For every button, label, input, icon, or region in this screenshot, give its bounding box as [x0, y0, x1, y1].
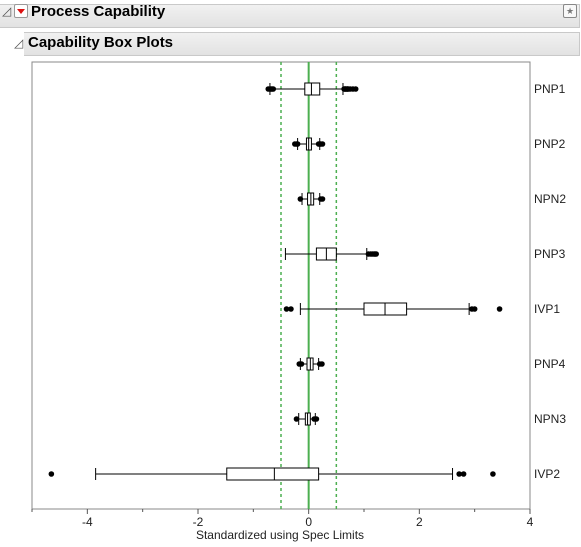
x-tick-label: -4: [82, 515, 93, 529]
capability-box-plots-header[interactable]: [24, 32, 580, 56]
row-label-pnp3: PNP3: [534, 247, 566, 261]
outlier-point: [344, 86, 351, 92]
pin-icon[interactable]: ★: [563, 4, 577, 18]
outlier-point: [293, 416, 300, 422]
outlier-point: [288, 306, 294, 312]
outlier-point: [460, 471, 467, 477]
iqr-box: [304, 82, 321, 96]
box-plot-pnp1: [265, 82, 359, 96]
x-tick-label: 2: [416, 515, 423, 529]
outlier-point: [298, 361, 305, 367]
outlier-point: [471, 306, 478, 312]
outlier-point: [283, 306, 290, 312]
row-label-npn2: NPN2: [534, 192, 566, 206]
section-title: Capability Box Plots: [28, 34, 174, 51]
x-tick-label: 0: [305, 515, 312, 529]
report-title: Process Capability: [31, 3, 166, 20]
box-plot-pnp3: [284, 247, 379, 261]
outlier-point: [270, 86, 277, 92]
red-triangle-menu-icon[interactable]: [14, 4, 28, 18]
x-axis-label: Standardized using Spec Limits: [196, 528, 364, 542]
outlier-point: [48, 471, 55, 477]
box-plot-npn2: [297, 192, 326, 206]
x-tick-label: -2: [193, 515, 204, 529]
outlier-point: [294, 141, 301, 147]
row-label-ivp2: IVP2: [534, 467, 560, 481]
box-plot-npn3: [293, 412, 320, 426]
box-plot-pnp4: [296, 357, 325, 371]
outlier-point: [496, 306, 503, 312]
x-tick-label: 4: [527, 515, 534, 529]
outlier-point: [352, 86, 359, 92]
outlier-point: [319, 361, 325, 367]
row-label-pnp1: PNP1: [534, 82, 566, 96]
outlier-point: [319, 141, 326, 147]
row-label-pnp4: PNP4: [534, 357, 566, 371]
outlier-point: [373, 251, 379, 257]
iqr-box: [226, 467, 320, 481]
row-label-ivp1: IVP1: [534, 302, 560, 316]
outlier-point: [319, 196, 326, 202]
row-label-pnp2: PNP2: [534, 137, 566, 151]
outlier-point: [313, 416, 320, 422]
section-disclosure-triangle-icon[interactable]: ◿: [14, 36, 24, 50]
box-plot-ivp2: [48, 467, 496, 481]
disclosure-triangle-icon[interactable]: ◿: [2, 4, 12, 18]
outlier-point: [297, 196, 304, 202]
box-plot-ivp1: [283, 302, 503, 316]
row-label-npn3: NPN3: [534, 412, 566, 426]
outlier-point: [490, 471, 496, 477]
box-plot-pnp2: [292, 137, 326, 151]
process-capability-header[interactable]: [0, 4, 580, 28]
outlier-point: [456, 471, 462, 477]
